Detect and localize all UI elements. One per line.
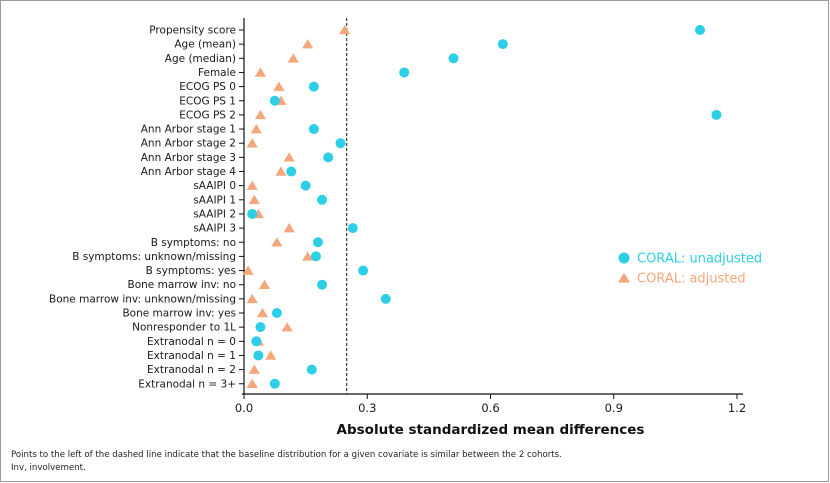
covariate-label: Bone marrow inv: unknown/missing <box>49 293 236 305</box>
adjusted-point <box>302 251 314 261</box>
legend-marker-unadjusted <box>618 252 630 264</box>
adjusted-point <box>271 237 283 247</box>
adjusted-point <box>256 307 269 318</box>
adjusted-point <box>254 109 267 120</box>
covariate-label: Extranodal n = 0 <box>147 336 236 348</box>
legend-label-adjusted: CORAL: adjusted <box>637 272 746 287</box>
adjusted-point <box>273 81 285 91</box>
legend-label-unadjusted: CORAL: unadjusted <box>637 252 762 267</box>
unadjusted-point <box>310 251 321 262</box>
adjusted-point <box>250 124 262 134</box>
adjusted-point <box>302 39 314 49</box>
covariate-label: sAAIPI 3 <box>193 223 236 235</box>
unadjusted-point <box>269 378 280 389</box>
unadjusted-point <box>380 293 391 304</box>
adjusted-point <box>254 67 267 77</box>
adjusted-point <box>283 223 295 233</box>
unadjusted-point <box>317 279 328 290</box>
covariate-label: Bone marrow inv: no <box>128 279 236 291</box>
unadjusted-point <box>255 322 266 333</box>
adjusted-point <box>265 350 277 360</box>
covariate-label: Ann Arbor stage 3 <box>141 152 236 164</box>
x-tick-label: 0.6 <box>481 401 499 415</box>
footnote-line-2: Inv, involvement. <box>11 463 86 473</box>
x-tick-label: 0.0 <box>235 401 253 415</box>
covariate-label: ECOG PS 0 <box>179 81 236 93</box>
unadjusted-point <box>358 265 369 276</box>
footnote-line-1: Points to the left of the dashed line in… <box>11 450 562 460</box>
covariate-label: Age (median) <box>165 53 236 65</box>
covariate-label: Nonresponder to 1L <box>132 322 236 334</box>
unadjusted-point <box>286 166 297 177</box>
unadjusted-point <box>300 180 311 191</box>
adjusted-point <box>283 152 295 162</box>
x-tick-label: 1.2 <box>728 401 746 415</box>
covariate-label: Extranodal n = 2 <box>147 364 236 376</box>
adjusted-point <box>287 53 299 63</box>
covariate-label: ECOG PS 1 <box>179 95 236 107</box>
unadjusted-point <box>308 81 319 92</box>
covariate-label: Bone marrow inv: yes <box>122 308 236 320</box>
x-axis-title: Absolute standardized mean differences <box>337 422 645 438</box>
adjusted-point <box>339 24 351 35</box>
plot-area: Propensity score Age (mean) Age (median) Fe… <box>49 18 762 438</box>
x-tick-label: 0.9 <box>605 401 623 415</box>
unadjusted-point <box>347 223 358 234</box>
covariate-label: Age (mean) <box>174 39 236 51</box>
covariate-label: Ann Arbor stage 1 <box>141 124 236 136</box>
footnote: Points to the left of the dashed line in… <box>11 449 562 475</box>
unadjusted-point <box>317 194 328 205</box>
adjusted-point <box>248 364 260 374</box>
unadjusted-point <box>251 336 262 347</box>
adjusted-point <box>246 293 258 304</box>
covariate-label: sAAIPI 1 <box>193 194 236 206</box>
covariate-label: Female <box>198 67 236 79</box>
covariate-label: B symptoms: yes <box>146 265 236 277</box>
adjusted-point <box>246 138 258 148</box>
legend-marker-adjusted <box>618 272 630 283</box>
adjusted-point <box>242 265 254 275</box>
covariate-label: B symptoms: unknown/missing <box>72 251 236 263</box>
x-tick-label: 0.3 <box>358 401 376 415</box>
unadjusted-point <box>312 237 323 248</box>
covariate-label: ECOG PS 2 <box>179 109 236 121</box>
adjusted-point <box>248 194 260 205</box>
covariate-label: Propensity score <box>149 25 236 37</box>
covariate-label: Ann Arbor stage 2 <box>141 138 236 150</box>
unadjusted-point <box>448 53 459 64</box>
unadjusted-point <box>711 109 722 120</box>
chart: Propensity score Age (mean) Age (median) Fe… <box>49 18 762 438</box>
covariate-label: Ann Arbor stage 4 <box>141 166 237 178</box>
adjusted-point <box>281 322 293 332</box>
unadjusted-point <box>271 308 282 318</box>
unadjusted-point <box>247 208 258 219</box>
adjusted-point <box>246 180 258 190</box>
covariate-label: Extranodal n = 3+ <box>138 378 236 390</box>
covariate-label: Extranodal n = 1 <box>147 350 236 362</box>
adjusted-point <box>275 166 287 176</box>
unadjusted-point <box>306 364 317 375</box>
covariate-label: sAAIPI 2 <box>193 208 236 220</box>
unadjusted-point <box>497 39 508 50</box>
unadjusted-point <box>269 95 280 106</box>
adjusted-point <box>258 279 271 289</box>
unadjusted-point <box>695 25 706 35</box>
covariate-label: sAAIPI 0 <box>193 180 236 192</box>
unadjusted-point <box>308 124 319 135</box>
covariate-label: B symptoms: no <box>151 237 236 249</box>
unadjusted-point <box>253 350 264 361</box>
unadjusted-point <box>399 67 410 78</box>
unadjusted-point <box>323 152 334 163</box>
adjusted-point <box>246 378 258 389</box>
unadjusted-point <box>335 138 346 149</box>
